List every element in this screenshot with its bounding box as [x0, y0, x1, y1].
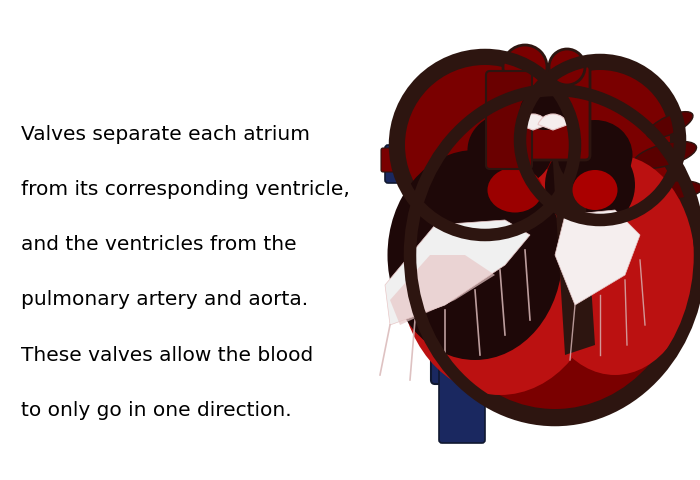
Polygon shape	[555, 210, 640, 305]
Polygon shape	[385, 220, 530, 325]
Ellipse shape	[410, 90, 700, 420]
Ellipse shape	[520, 90, 570, 130]
Wedge shape	[518, 114, 548, 130]
Polygon shape	[550, 115, 595, 355]
Ellipse shape	[487, 168, 542, 213]
Ellipse shape	[421, 101, 689, 409]
Wedge shape	[538, 114, 568, 130]
FancyBboxPatch shape	[505, 65, 590, 160]
FancyBboxPatch shape	[484, 159, 600, 195]
Polygon shape	[390, 255, 495, 325]
Circle shape	[520, 60, 680, 220]
Ellipse shape	[545, 140, 635, 230]
Ellipse shape	[468, 112, 552, 188]
Ellipse shape	[636, 240, 685, 260]
Ellipse shape	[648, 180, 700, 199]
Text: pulmonary artery and aorta.: pulmonary artery and aorta.	[21, 290, 308, 310]
Text: to only go in one direction.: to only go in one direction.	[21, 401, 292, 420]
Circle shape	[503, 45, 547, 89]
FancyBboxPatch shape	[439, 357, 485, 443]
Ellipse shape	[634, 142, 696, 168]
FancyBboxPatch shape	[486, 71, 532, 169]
Circle shape	[549, 49, 585, 85]
Text: These valves allow the blood: These valves allow the blood	[21, 346, 314, 365]
Text: Valves separate each atrium: Valves separate each atrium	[21, 125, 310, 144]
Ellipse shape	[535, 155, 695, 375]
Ellipse shape	[388, 150, 563, 360]
Circle shape	[530, 70, 670, 210]
Ellipse shape	[573, 170, 617, 210]
FancyBboxPatch shape	[385, 145, 446, 183]
Circle shape	[395, 55, 575, 235]
Ellipse shape	[647, 112, 693, 138]
Ellipse shape	[557, 120, 633, 190]
Text: from its corresponding ventricle,: from its corresponding ventricle,	[21, 180, 350, 199]
Text: and the ventricles from the: and the ventricles from the	[21, 235, 297, 254]
FancyBboxPatch shape	[431, 96, 491, 384]
Circle shape	[405, 65, 565, 225]
Ellipse shape	[400, 155, 600, 395]
FancyBboxPatch shape	[381, 148, 403, 172]
